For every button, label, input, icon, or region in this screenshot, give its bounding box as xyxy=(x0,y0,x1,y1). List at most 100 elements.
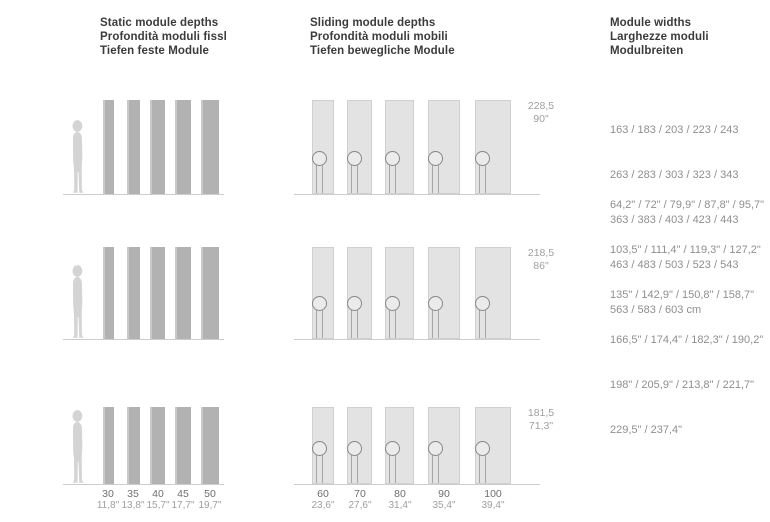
sliding-panel-100 xyxy=(475,100,511,194)
height-cm: 218,5 xyxy=(527,247,555,259)
person-silhouette-icon xyxy=(72,120,84,193)
static-header-en: Static module depths xyxy=(100,17,219,29)
handle-wheel-icon xyxy=(475,441,490,456)
static-depths-header: Static module depths Profondità moduli f… xyxy=(100,16,227,58)
height-in: 90" xyxy=(533,112,549,125)
sliding-header-it: Profondità moduli mobili xyxy=(310,31,448,43)
sliding-panel-70 xyxy=(347,407,372,484)
static-bar-45 xyxy=(175,247,191,339)
panel-leg xyxy=(322,455,323,483)
static-bar-35 xyxy=(127,247,140,339)
static-baseline xyxy=(63,194,224,195)
sliding-header-en: Sliding module depths xyxy=(310,17,436,29)
static-depth-label: 40 15,7" xyxy=(146,488,170,511)
panel-leg xyxy=(316,165,317,193)
sliding-panel-60 xyxy=(312,247,334,339)
sliding-depth-label: 80 31,4" xyxy=(388,488,412,511)
handle-wheel-icon xyxy=(347,151,362,166)
handle-wheel-icon xyxy=(312,296,327,311)
sliding-depth-label: 90 35,4" xyxy=(432,488,456,511)
static-bar-50 xyxy=(201,100,219,194)
panel-leg xyxy=(432,165,433,193)
inch-line: 198" / 205,9" / 213,8" / 221,7" xyxy=(610,379,755,391)
sliding-depth-label: 60 23,6" xyxy=(311,488,335,511)
row-228: 228,5 90" xyxy=(0,100,770,195)
static-bar-40 xyxy=(150,407,165,484)
panel-leg xyxy=(357,165,358,193)
height-in: 71,3" xyxy=(528,419,554,432)
handle-wheel-icon xyxy=(428,296,443,311)
handle-wheel-icon xyxy=(385,151,400,166)
panel-leg xyxy=(389,455,390,483)
height-in: 86" xyxy=(533,259,549,272)
static-bar-30 xyxy=(103,100,114,194)
panel-leg xyxy=(479,310,480,338)
panel-leg xyxy=(432,455,433,483)
inch-line: 64,2" / 72" / 79,9" / 87,8" / 95,7" xyxy=(610,199,765,211)
height-cm: 228,5 xyxy=(527,100,555,112)
handle-wheel-icon xyxy=(347,296,362,311)
static-bar-35 xyxy=(127,407,140,484)
depth-axis-labels: 30 11,8" 35 13,8" 40 15,7" 45 17,7" 50 19,7" … xyxy=(0,488,770,518)
row-height-label: 218,5 86" xyxy=(512,247,570,272)
panel-leg xyxy=(395,165,396,193)
panel-leg xyxy=(351,310,352,338)
sliding-baseline xyxy=(294,484,540,485)
handle-wheel-icon xyxy=(475,151,490,166)
static-bar-30 xyxy=(103,407,114,484)
sliding-baseline xyxy=(294,194,540,195)
sliding-panel-100 xyxy=(475,407,511,484)
panel-leg xyxy=(485,455,486,483)
panel-leg xyxy=(316,455,317,483)
person-silhouette-icon xyxy=(72,410,84,483)
sliding-panel-90 xyxy=(428,100,460,194)
sliding-depth-label: 100 39,4" xyxy=(481,488,505,511)
sliding-panel-70 xyxy=(347,100,372,194)
inch-line: 135" / 142,9" / 150,8" / 158,7" xyxy=(610,289,755,301)
handle-wheel-icon xyxy=(312,441,327,456)
panel-leg xyxy=(438,455,439,483)
sliding-panel-80 xyxy=(385,407,414,484)
panel-leg xyxy=(322,310,323,338)
sliding-depths-header: Sliding module depths Profondità moduli … xyxy=(310,16,455,58)
height-cm: 181,5 xyxy=(527,407,555,419)
inch-line: 103,5" / 111,4" / 119,3" / 127,2" xyxy=(610,244,761,256)
sliding-panel-70 xyxy=(347,247,372,339)
panel-leg xyxy=(485,165,486,193)
sliding-panel-80 xyxy=(385,100,414,194)
static-bar-30 xyxy=(103,247,114,339)
panel-leg xyxy=(316,310,317,338)
row-181: 181,5 71,3" xyxy=(0,407,770,485)
handle-wheel-icon xyxy=(312,151,327,166)
sliding-baseline xyxy=(294,339,540,340)
panel-leg xyxy=(395,455,396,483)
widths-header-en: Module widths xyxy=(610,17,692,29)
panel-leg xyxy=(485,310,486,338)
cm-line: 263 / 283 / 303 / 323 / 343 xyxy=(610,169,739,181)
static-bar-50 xyxy=(201,247,219,339)
panel-leg xyxy=(438,165,439,193)
panel-leg xyxy=(479,165,480,193)
cm-line: 363 / 383 / 403 / 423 / 443 xyxy=(610,214,739,226)
static-bar-40 xyxy=(150,247,165,339)
panel-leg xyxy=(351,455,352,483)
static-baseline xyxy=(63,339,224,340)
handle-wheel-icon xyxy=(428,441,443,456)
panel-leg xyxy=(389,165,390,193)
sliding-depth-label: 70 27,6" xyxy=(348,488,372,511)
row-218: 218,5 86" xyxy=(0,247,770,340)
panel-leg xyxy=(357,310,358,338)
handle-wheel-icon xyxy=(385,441,400,456)
static-depth-label: 30 11,8" xyxy=(96,488,120,511)
static-header-de: Tiefen feste Module xyxy=(100,45,210,57)
inch-line: 229,5" / 237,4" xyxy=(610,424,683,436)
static-bar-45 xyxy=(175,100,191,194)
inch-line: 166,5" / 174,4" / 182,3" / 190,2" xyxy=(610,334,764,346)
static-depth-label: 50 19,7" xyxy=(198,488,222,511)
panel-leg xyxy=(479,455,480,483)
sliding-panel-90 xyxy=(428,247,460,339)
handle-wheel-icon xyxy=(475,296,490,311)
cm-line: 463 / 483 / 503 / 523 / 543 xyxy=(610,259,739,271)
panel-leg xyxy=(351,165,352,193)
panel-leg xyxy=(432,310,433,338)
